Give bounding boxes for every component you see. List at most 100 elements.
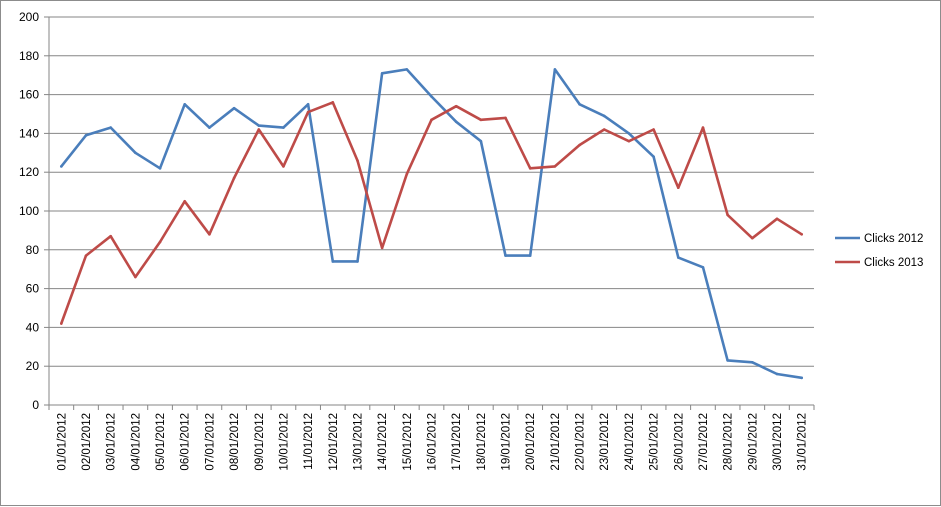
data-point (232, 176, 236, 180)
data-point (701, 126, 705, 129)
y-tick-label: 200 (19, 10, 39, 24)
data-point (84, 134, 88, 137)
data-point (800, 232, 803, 236)
x-tick-label: 30/01/2012 (772, 413, 784, 471)
data-point (553, 68, 557, 71)
data-point (775, 217, 779, 221)
x-tick-label: 10/01/2012 (278, 413, 290, 471)
data-point (578, 143, 581, 147)
x-tick-label: 17/01/2012 (451, 413, 463, 471)
series-lines (59, 68, 804, 380)
data-point (232, 106, 236, 110)
x-tick-label: 16/01/2012 (427, 413, 439, 471)
y-tick-label: 100 (19, 204, 39, 218)
data-point (800, 376, 803, 380)
gridlines (49, 16, 814, 367)
x-tick-label: 23/01/2012 (599, 413, 611, 471)
data-point (775, 372, 779, 376)
data-point (578, 103, 581, 106)
data-point (331, 101, 335, 104)
data-point (257, 128, 261, 131)
y-tick-label: 120 (19, 165, 39, 179)
x-tick-label: 03/01/2012 (106, 413, 118, 471)
data-point (60, 165, 63, 168)
data-point (134, 151, 137, 155)
data-point (430, 95, 433, 98)
legend: Clicks 2012 Clicks 2013 (835, 233, 923, 269)
data-point (208, 232, 211, 236)
data-point (553, 165, 557, 168)
data-point (405, 68, 409, 71)
legend-label: Clicks 2012 (864, 233, 923, 245)
x-tick-label: 28/01/2012 (723, 413, 735, 471)
data-point (84, 254, 88, 257)
x-tick-label: 05/01/2012 (155, 413, 167, 471)
x-tick-label: 15/01/2012 (402, 413, 414, 471)
y-tick-label: 40 (26, 320, 40, 334)
data-point (479, 139, 483, 143)
data-point (528, 167, 532, 170)
data-point (158, 240, 162, 244)
data-point (726, 359, 729, 362)
data-point (751, 236, 754, 240)
y-tick-label: 20 (26, 359, 40, 373)
data-point (158, 167, 162, 170)
x-tick-label: 01/01/2012 (56, 413, 68, 471)
x-tick-label: 27/01/2012 (698, 413, 710, 471)
data-point (356, 260, 359, 263)
data-point (60, 322, 63, 325)
data-point (208, 126, 211, 129)
data-point (306, 103, 310, 106)
data-point (726, 213, 729, 217)
x-tick-label: 31/01/2012 (797, 413, 809, 471)
y-tick-label: 160 (19, 88, 39, 102)
data-point (380, 71, 384, 75)
y-axis-ticks: 0 20 40 60 80 100 120 140 160 180 200 (19, 10, 49, 412)
data-point (652, 155, 655, 158)
data-point (627, 139, 631, 143)
data-point (652, 128, 655, 131)
data-point (627, 132, 631, 135)
data-point (504, 116, 507, 120)
x-tick-label: 08/01/2012 (229, 413, 241, 471)
legend-label: Clicks 2013 (864, 257, 923, 269)
data-point (602, 114, 606, 118)
data-point (282, 126, 285, 129)
x-tick-label: 21/01/2012 (550, 413, 562, 471)
x-tick-label: 06/01/2012 (180, 413, 192, 471)
y-tick-label: 180 (19, 49, 39, 63)
x-tick-label: 02/01/2012 (81, 413, 93, 471)
data-point (183, 200, 187, 203)
data-point (701, 265, 705, 269)
data-point (430, 118, 433, 122)
data-point (306, 110, 310, 114)
x-tick-label: 19/01/2012 (501, 413, 513, 471)
data-point (109, 126, 112, 129)
x-axis-ticks: 01/01/2012 02/01/2012 03/01/2012 04/01/2012… (48, 405, 815, 471)
y-tick-label: 80 (26, 243, 40, 257)
x-tick-label: 09/01/2012 (254, 413, 266, 471)
x-tick-label: 18/01/2012 (476, 413, 488, 471)
data-point (454, 104, 458, 108)
x-tick-label: 24/01/2012 (624, 413, 636, 471)
data-point (676, 256, 680, 259)
x-tick-label: 12/01/2012 (328, 413, 340, 471)
data-point (134, 275, 137, 279)
data-point (479, 118, 483, 122)
data-point (109, 234, 112, 238)
x-tick-label: 20/01/2012 (525, 413, 537, 471)
x-tick-label: 13/01/2012 (352, 413, 364, 471)
y-tick-label: 60 (26, 282, 40, 296)
data-point (380, 246, 384, 250)
data-point (282, 165, 285, 168)
x-tick-label: 11/01/2012 (303, 413, 315, 470)
x-tick-label: 26/01/2012 (673, 413, 685, 471)
data-point (183, 103, 187, 106)
data-point (356, 159, 359, 162)
data-point (405, 172, 409, 176)
data-point (676, 186, 680, 190)
y-tick-label: 0 (32, 398, 39, 412)
x-tick-label: 14/01/2012 (377, 413, 389, 471)
